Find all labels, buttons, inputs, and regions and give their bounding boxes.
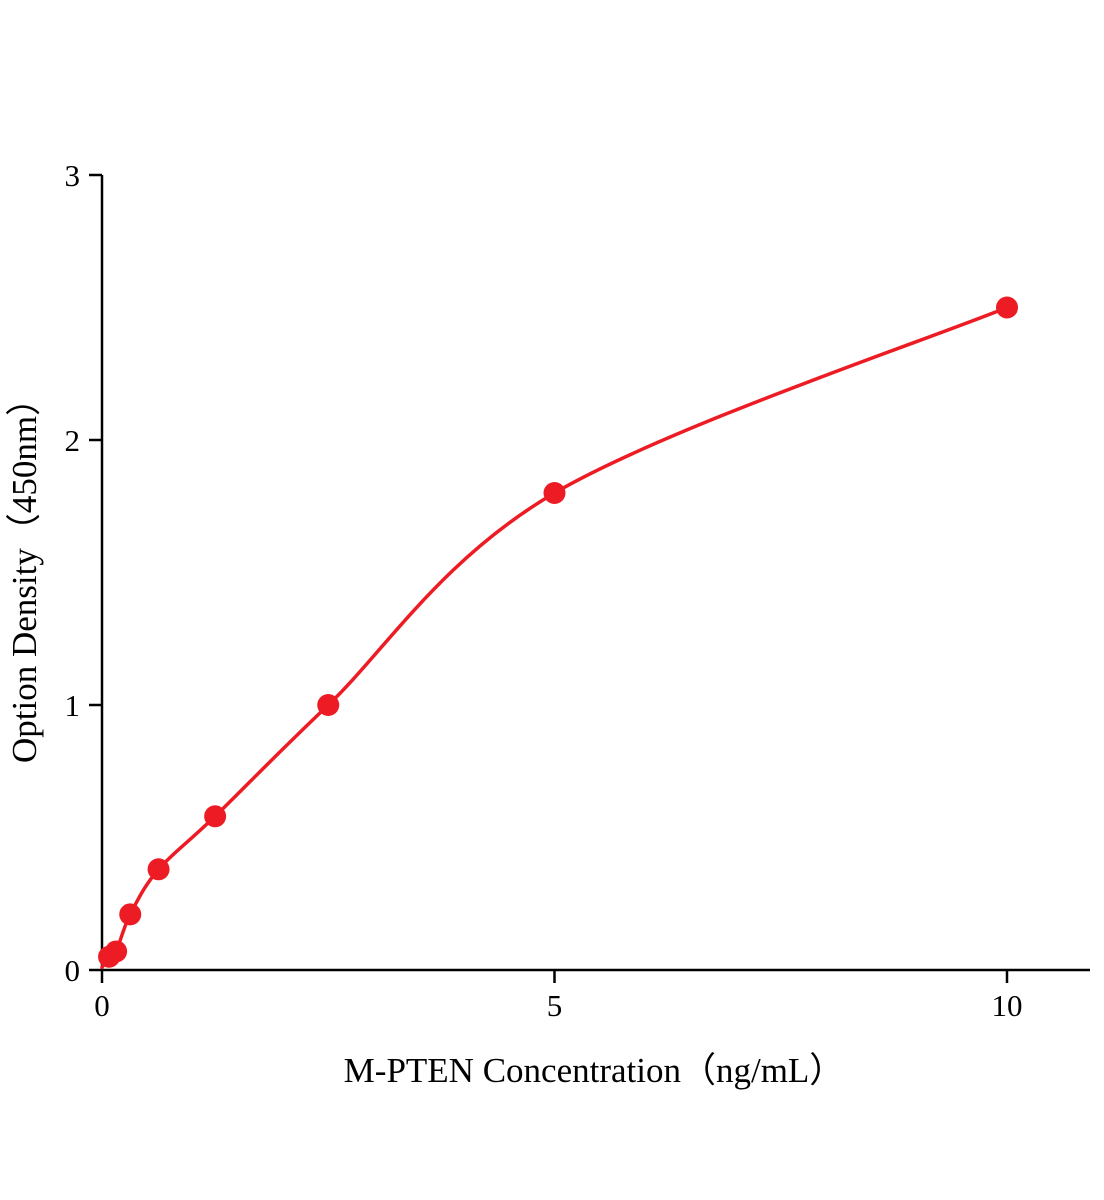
x-tick-label: 5 — [547, 988, 563, 1023]
y-tick-label: 0 — [65, 953, 81, 988]
y-tick-label: 3 — [65, 158, 81, 193]
fit-curve — [100, 305, 1009, 970]
data-point — [105, 940, 128, 963]
y-tick-label: 2 — [65, 423, 81, 458]
data-point — [119, 903, 142, 926]
data-point — [317, 694, 340, 716]
data-point — [996, 296, 1018, 319]
data-point — [543, 482, 566, 504]
y-axis-title: Option Density（450nm） — [5, 381, 44, 763]
y-tick-label: 1 — [65, 688, 81, 723]
data-point — [204, 805, 227, 828]
x-axis-title: M-PTEN Concentration（ng/mL） — [344, 1051, 845, 1090]
x-tick-label: 0 — [94, 988, 110, 1023]
plot-layer: 0 5 10 0 1 2 3 — [65, 158, 1090, 1023]
x-tick-label: 10 — [992, 988, 1023, 1023]
data-point — [147, 858, 170, 881]
